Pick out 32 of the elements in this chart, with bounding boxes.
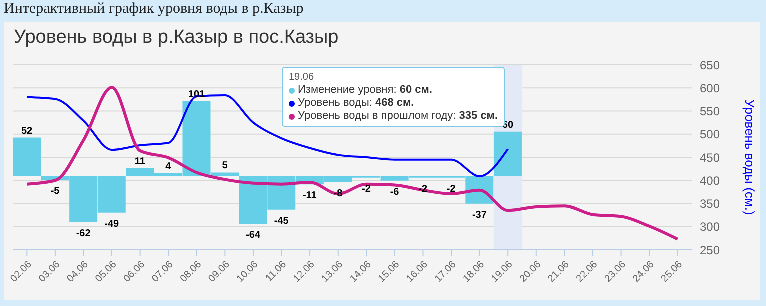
data-label: -45 — [274, 216, 290, 227]
chart-subtitle: Уровень воды в р.Казыр в пос.Казыр — [14, 27, 339, 49]
data-label: 4 — [166, 161, 172, 172]
data-label: -2 — [446, 184, 456, 195]
data-label: -11 — [302, 190, 318, 202]
annotation: Уровень воды в прошлом году: 335 см. — [298, 110, 498, 123]
chart-title: Интерактивный график уровня воды в р.Казыр — [4, 1, 304, 18]
data-label: -5 — [50, 186, 60, 198]
data-label: -64 — [246, 230, 261, 241]
y-tick-label: 650 — [700, 58, 720, 72]
data-label: 11 — [134, 156, 146, 168]
y-tick-label: 500 — [700, 128, 720, 142]
data-label: -62 — [76, 228, 92, 240]
data-label: -6 — [390, 186, 400, 198]
bar — [13, 138, 41, 176]
bar — [494, 132, 522, 176]
data-label: -49 — [104, 218, 120, 230]
y-tick-label: 600 — [700, 81, 720, 96]
data-label: 52 — [21, 126, 33, 137]
y-tick-label: 550 — [700, 104, 720, 119]
y-tick-label: 450 — [700, 150, 720, 165]
y-tick-label: 250 — [700, 243, 720, 258]
legend-title: 19.06 — [289, 71, 316, 84]
annotation: Изменение уровня: 60 см. — [298, 84, 432, 97]
y-axis-title: Уровень воды (см.) — [742, 100, 758, 216]
y-tick-label: 350 — [700, 197, 720, 212]
data-label: -2 — [362, 184, 372, 195]
y-tick-label: 400 — [700, 174, 720, 188]
y-tick-label: 300 — [700, 220, 720, 234]
data-label: -37 — [472, 210, 488, 221]
data-label: 5 — [222, 160, 228, 172]
annotation: Уровень воды: 468 см. — [298, 97, 414, 110]
